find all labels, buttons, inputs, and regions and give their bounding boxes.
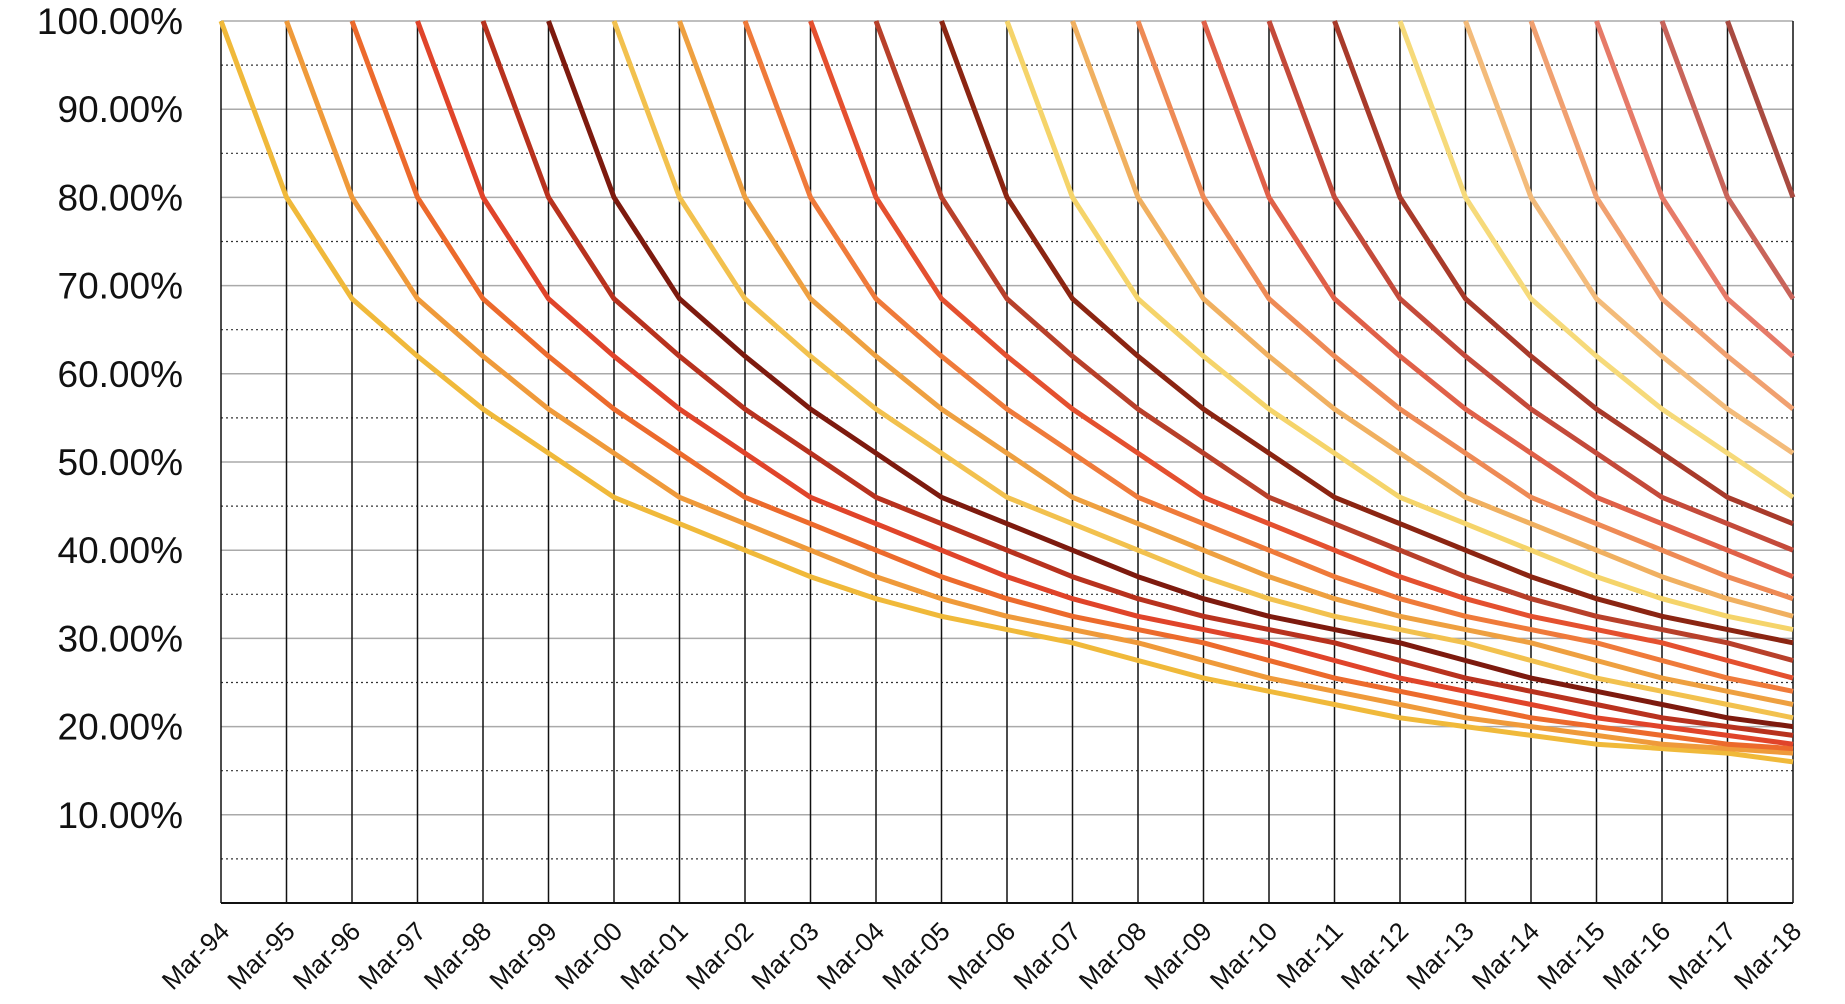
y-tick-label: 100.00%	[37, 1, 183, 42]
series-line	[742, 20, 1794, 694]
series-line	[1463, 20, 1795, 456]
x-tick-label: Mar-15	[1531, 916, 1610, 995]
x-tick-label: Mar-17	[1662, 916, 1741, 995]
x-tick-label: Mar-09	[1138, 916, 1217, 995]
x-tick-label: Mar-12	[1335, 916, 1414, 995]
x-tick-label: Mar-04	[811, 916, 890, 995]
series-line	[1725, 20, 1796, 199]
series-line	[480, 20, 1794, 738]
x-tick-label: Mar-97	[352, 916, 431, 995]
y-tick-label: 90.00%	[58, 89, 184, 130]
x-tick-label: Mar-14	[1466, 916, 1545, 995]
series-line	[611, 20, 1794, 721]
series-line	[939, 20, 1794, 646]
x-tick-label: Mar-01	[614, 916, 693, 995]
x-tick-label: Mar-06	[942, 916, 1021, 995]
x-tick-label: Mar-05	[876, 916, 955, 995]
series-line	[1266, 20, 1794, 553]
x-tick-label: Mar-94	[156, 916, 235, 995]
series-line	[1594, 20, 1795, 359]
series-line	[808, 20, 1794, 681]
series-line	[1659, 20, 1796, 301]
y-tick-label: 70.00%	[58, 266, 184, 307]
x-tick-label: Mar-10	[1204, 916, 1283, 995]
series-line	[284, 20, 1794, 756]
x-tick-label: Mar-99	[483, 916, 562, 995]
series-line	[218, 20, 1794, 765]
y-tick-label: 50.00%	[58, 442, 184, 483]
series-line	[1332, 20, 1794, 527]
x-tick-label: Mar-98	[418, 916, 497, 995]
y-tick-label: 40.00%	[58, 530, 184, 571]
y-tick-label: 80.00%	[58, 177, 184, 218]
series-line	[1135, 20, 1794, 602]
x-tick-label: Mar-18	[1728, 916, 1807, 995]
series-line	[546, 20, 1794, 730]
x-tick-label: Mar-08	[1073, 916, 1152, 995]
series-line	[873, 20, 1794, 663]
series-line	[1070, 20, 1794, 619]
y-tick-label: 60.00%	[58, 354, 184, 395]
x-tick-label: Mar-95	[221, 916, 300, 995]
series-line	[1004, 20, 1794, 633]
series-line	[1397, 20, 1795, 500]
x-tick-label: Mar-16	[1597, 916, 1676, 995]
y-tick-label: 20.00%	[58, 707, 184, 748]
series-line	[1201, 20, 1794, 580]
x-tick-label: Mar-13	[1400, 916, 1479, 995]
series-line	[1528, 20, 1795, 412]
x-tick-label: Mar-00	[549, 916, 628, 995]
x-tick-label: Mar-96	[287, 916, 366, 995]
x-tick-label: Mar-11	[1271, 916, 1349, 994]
series-line	[349, 20, 1794, 752]
x-tick-label: Mar-02	[680, 916, 759, 995]
y-tick-label: 30.00%	[58, 618, 184, 659]
x-tick-label: Mar-07	[1007, 916, 1086, 995]
y-tick-label: 10.00%	[58, 795, 184, 836]
x-tick-label: Mar-03	[745, 916, 824, 995]
series-line	[415, 20, 1794, 747]
series-line	[677, 20, 1794, 707]
